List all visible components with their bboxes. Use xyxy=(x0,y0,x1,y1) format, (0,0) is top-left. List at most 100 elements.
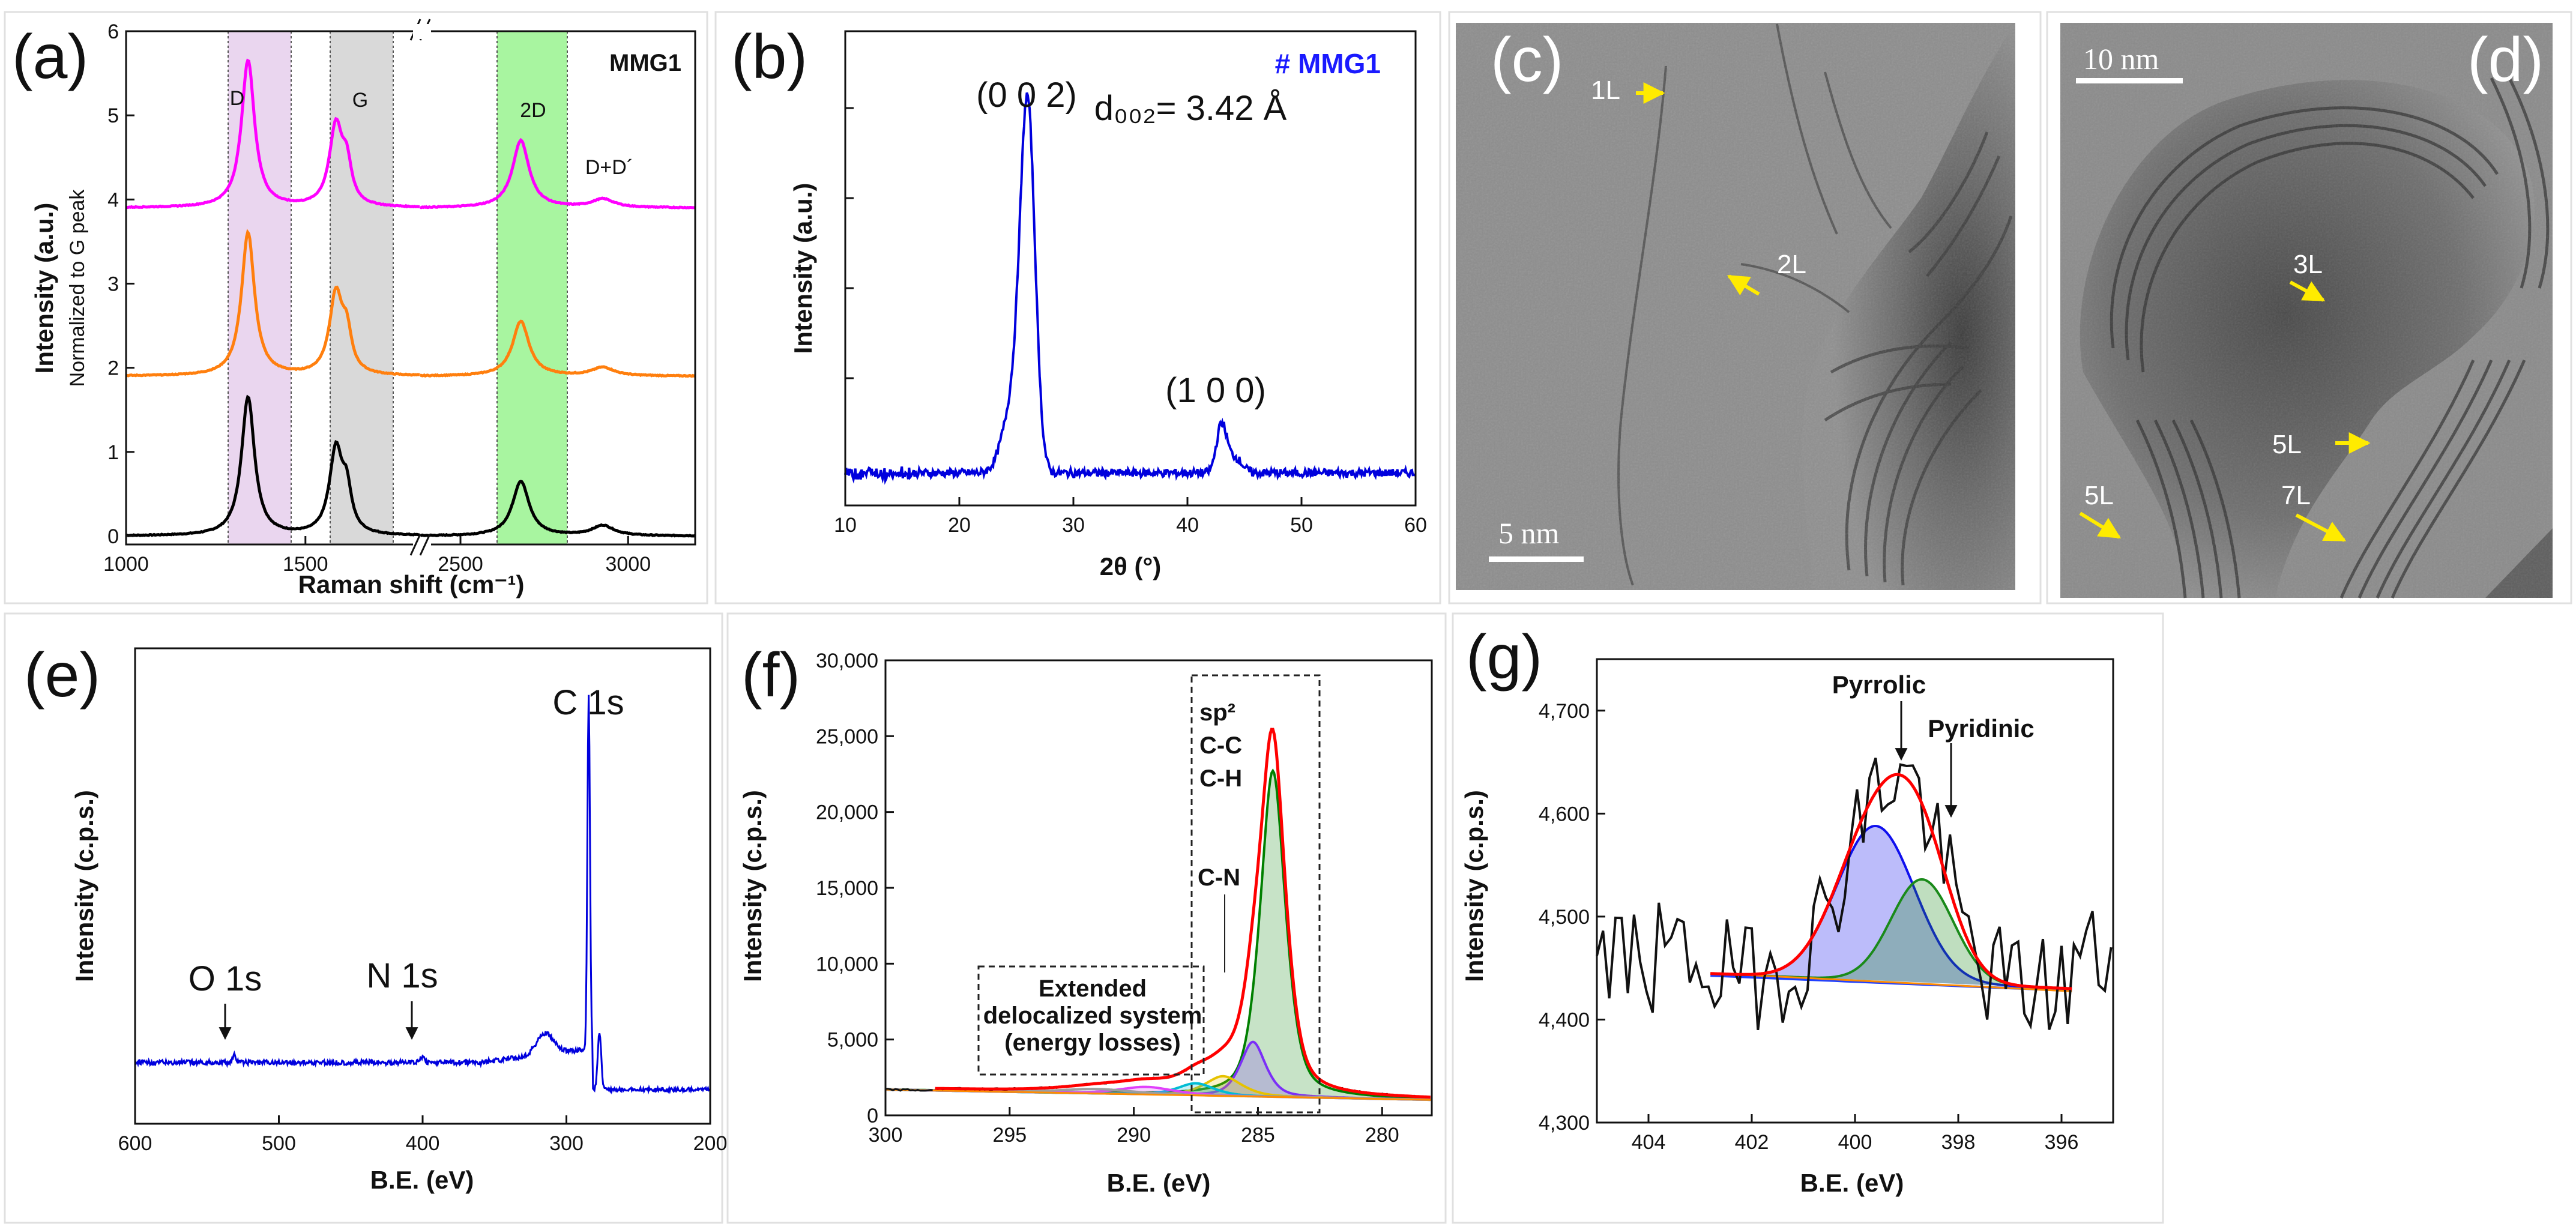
axes-b xyxy=(844,30,1417,507)
panel-f-xps-c1s: 300 295 290 285 280 0 5,000 10,000 15,000 20,000… xyxy=(738,641,1433,1197)
e-xtick-label: 200 xyxy=(693,1132,728,1155)
a-xtick-label: 1000 xyxy=(103,553,149,576)
a-ann-2d: 2D xyxy=(520,99,546,122)
f-xtick-label: 300 xyxy=(869,1124,903,1147)
tem-c-label-1L: 1L xyxy=(1591,76,1620,105)
f-ytick-label: 15,000 xyxy=(816,877,878,900)
f-ytick-label: 30,000 xyxy=(816,650,878,672)
a-ytick-label: 3 xyxy=(107,273,119,295)
tem-d-label-7L: 7L xyxy=(2281,481,2311,510)
f-ann-ext2: delocalized system xyxy=(983,1002,1202,1029)
tem-c-arrow-2L xyxy=(1727,274,1760,296)
a-xtick-label: 3000 xyxy=(605,553,651,576)
e-peak-o1s: O 1s xyxy=(189,959,262,998)
tem-d-arrow-3L xyxy=(2289,280,2326,302)
e-ylabel: Intensity (c.p.s.) xyxy=(70,790,98,982)
f-ann-sp2: sp² xyxy=(1199,699,1235,726)
f-xtick-label: 280 xyxy=(1365,1124,1399,1147)
g-ann-pyridinic: Pyridinic xyxy=(1928,714,2034,743)
g-background-2 xyxy=(1710,972,2072,992)
tem-d-scale-bar xyxy=(2076,78,2183,83)
g-ytick-label: 4,400 xyxy=(1539,1008,1590,1031)
raman-series-top xyxy=(125,58,695,210)
a-ylabel: Intensity (a.u.) xyxy=(30,203,58,374)
frame-f xyxy=(726,612,1447,1224)
g-xtick-label: 398 xyxy=(1941,1131,1976,1154)
g-xtick-label: 404 xyxy=(1632,1131,1666,1154)
a-ytick-label: 0 xyxy=(107,525,119,548)
panel-label-g: (g) xyxy=(1466,623,1542,692)
e-xlabel: B.E. (eV) xyxy=(370,1166,474,1194)
g-ytick-label: 4,300 xyxy=(1539,1112,1590,1135)
g-ytick-label: 4,500 xyxy=(1539,906,1590,929)
f-xtick-label: 290 xyxy=(1117,1124,1151,1147)
a-ytick-label: 1 xyxy=(107,441,119,464)
b-peak-100: (1 0 0) xyxy=(1165,371,1266,410)
f-sp2-box xyxy=(1190,674,1321,1114)
b-xtick-label: 10 xyxy=(834,514,857,537)
a-ytick-label: 2 xyxy=(107,357,119,380)
tem-d-arrow-5L-left xyxy=(2079,511,2122,539)
panel-label-e: (e) xyxy=(24,641,100,710)
panel-label-c: (c) xyxy=(1491,25,1563,95)
g-ann-pyrrolic: Pyrrolic xyxy=(1832,671,1926,699)
b-title: # MMG1 xyxy=(1275,48,1381,79)
frame-d xyxy=(2046,11,2572,604)
a-title: MMG1 xyxy=(609,50,681,76)
tem-d-scale-label: 10 nm xyxy=(2083,42,2159,76)
a-xlabel: Raman shift (cm⁻¹) xyxy=(298,570,525,598)
a-ann-dd: D+D´ xyxy=(585,156,633,179)
panel-label-f: (f) xyxy=(741,641,800,710)
frame-b xyxy=(714,11,1441,604)
axes-a xyxy=(125,30,696,546)
b-d-spacing: d₀₀₂= 3.42 Å xyxy=(1094,89,1287,128)
f-ytick-label: 25,000 xyxy=(816,725,878,748)
tem-c-scale-bar xyxy=(1489,556,1584,562)
f-loss-box xyxy=(977,965,1205,1076)
g-component-fill xyxy=(1710,826,2072,989)
panel-d-tem: 10 nm 3L 5L 5L 7L (d) xyxy=(2060,23,2553,598)
tem-c-label-2L: 2L xyxy=(1777,250,1806,279)
b-xtick-label: 60 xyxy=(1404,514,1427,537)
xps-survey-spectrum xyxy=(134,695,711,1095)
f-ylabel: Intensity (c.p.s.) xyxy=(738,790,767,982)
axis-break-bottom xyxy=(409,534,431,556)
f-ann-ext1: Extended xyxy=(1039,975,1147,1002)
frame-a xyxy=(4,11,708,604)
tem-d-noise xyxy=(2060,23,2553,598)
g-xtick-label: 396 xyxy=(2045,1131,2079,1154)
f-xlabel: B.E. (eV) xyxy=(1107,1169,1211,1197)
tem-d-arrow-7L xyxy=(2295,513,2347,542)
raman-series-middle xyxy=(125,229,696,378)
f-ytick-label: 0 xyxy=(867,1105,878,1127)
f-ytick-label: 10,000 xyxy=(816,953,878,975)
a-ytick-label: 6 xyxy=(107,20,119,43)
g-xlabel: B.E. (eV) xyxy=(1800,1169,1904,1197)
f-ann-ext3: (energy losses) xyxy=(1004,1030,1180,1056)
frame-c xyxy=(1448,11,2042,604)
b-xtick-label: 40 xyxy=(1176,514,1199,537)
g-component-fill xyxy=(1710,879,2072,989)
band-2d xyxy=(497,31,567,544)
tem-c-noise xyxy=(1456,23,2015,590)
tem-c-scale-label: 5 nm xyxy=(1498,516,1560,550)
f-ytick-label: 5,000 xyxy=(827,1029,878,1052)
tem-d-label-5L-right: 5L xyxy=(2272,430,2302,459)
b-xtick-label: 50 xyxy=(1290,514,1313,537)
e-xtick-label: 600 xyxy=(118,1132,152,1155)
n1s-raw-data xyxy=(1596,758,2113,1030)
f-ytick-label: 20,000 xyxy=(816,801,878,824)
f-ann-cc: C-C xyxy=(1199,732,1242,759)
panel-g-xps-n1s: 404 402 400 398 396 4,300 4,400 4,500 4,600 4,70… xyxy=(1460,623,2114,1197)
a-xtick-label: 1500 xyxy=(283,553,328,576)
e-xtick-label: 300 xyxy=(549,1132,584,1155)
a-ytick-label: 5 xyxy=(107,104,119,127)
xrd-pattern xyxy=(844,92,1417,485)
frame-e xyxy=(4,612,723,1224)
panel-label-a: (a) xyxy=(12,22,88,92)
a-ytick-label: 4 xyxy=(107,188,119,211)
a-ann-d: D xyxy=(230,87,245,110)
f-ann-ch: C-H xyxy=(1199,765,1242,792)
b-ylabel: Intensity (a.u.) xyxy=(789,183,817,354)
